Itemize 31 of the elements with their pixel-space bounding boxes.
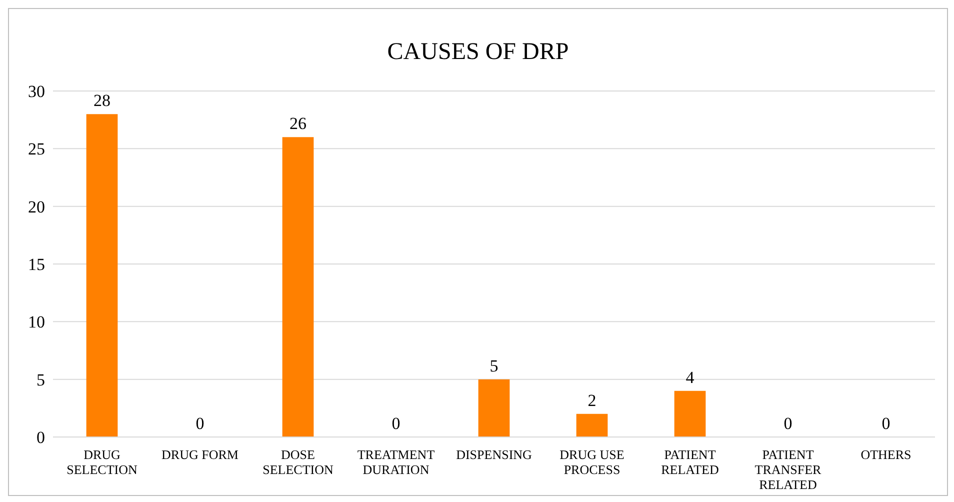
bar xyxy=(674,390,706,437)
data-label: 0 xyxy=(392,414,400,433)
data-label: 0 xyxy=(784,414,792,433)
x-tick-label: PATIENT RELATED xyxy=(661,447,719,477)
bar xyxy=(576,414,608,437)
x-tick-label: PATIENT TRANSFER RELATED xyxy=(754,447,822,492)
data-label: 26 xyxy=(290,114,306,134)
x-tick-label: DRUG FORM xyxy=(162,447,239,462)
x-tick-label: DISPENSING xyxy=(456,447,532,462)
bar xyxy=(478,379,510,437)
data-label: 2 xyxy=(588,390,596,410)
data-label: 5 xyxy=(490,356,498,376)
y-tick-label: 5 xyxy=(36,370,45,390)
x-tick-label: DRUG SELECTION xyxy=(66,447,138,477)
y-tick-label: 30 xyxy=(28,82,45,102)
x-tick-label: DRUG USE PROCESS xyxy=(560,447,624,477)
bar xyxy=(86,114,118,437)
x-tick-label: OTHERS xyxy=(860,447,912,462)
x-tick-label: DOSE SELECTION xyxy=(262,447,334,477)
y-tick-label: 15 xyxy=(28,255,45,274)
data-label: 0 xyxy=(882,414,890,433)
y-tick-label: 0 xyxy=(36,428,45,448)
x-tick-label: TREATMENT DURATION xyxy=(357,447,435,477)
y-tick-label: 10 xyxy=(28,312,45,332)
data-label: 4 xyxy=(686,368,695,387)
data-label: 28 xyxy=(94,91,110,110)
data-label: 0 xyxy=(196,414,204,433)
bar xyxy=(282,137,314,437)
chart-title: CAUSES OF DRP xyxy=(386,39,570,66)
y-tick-label: 25 xyxy=(28,140,45,159)
y-tick-label: 20 xyxy=(28,197,45,216)
